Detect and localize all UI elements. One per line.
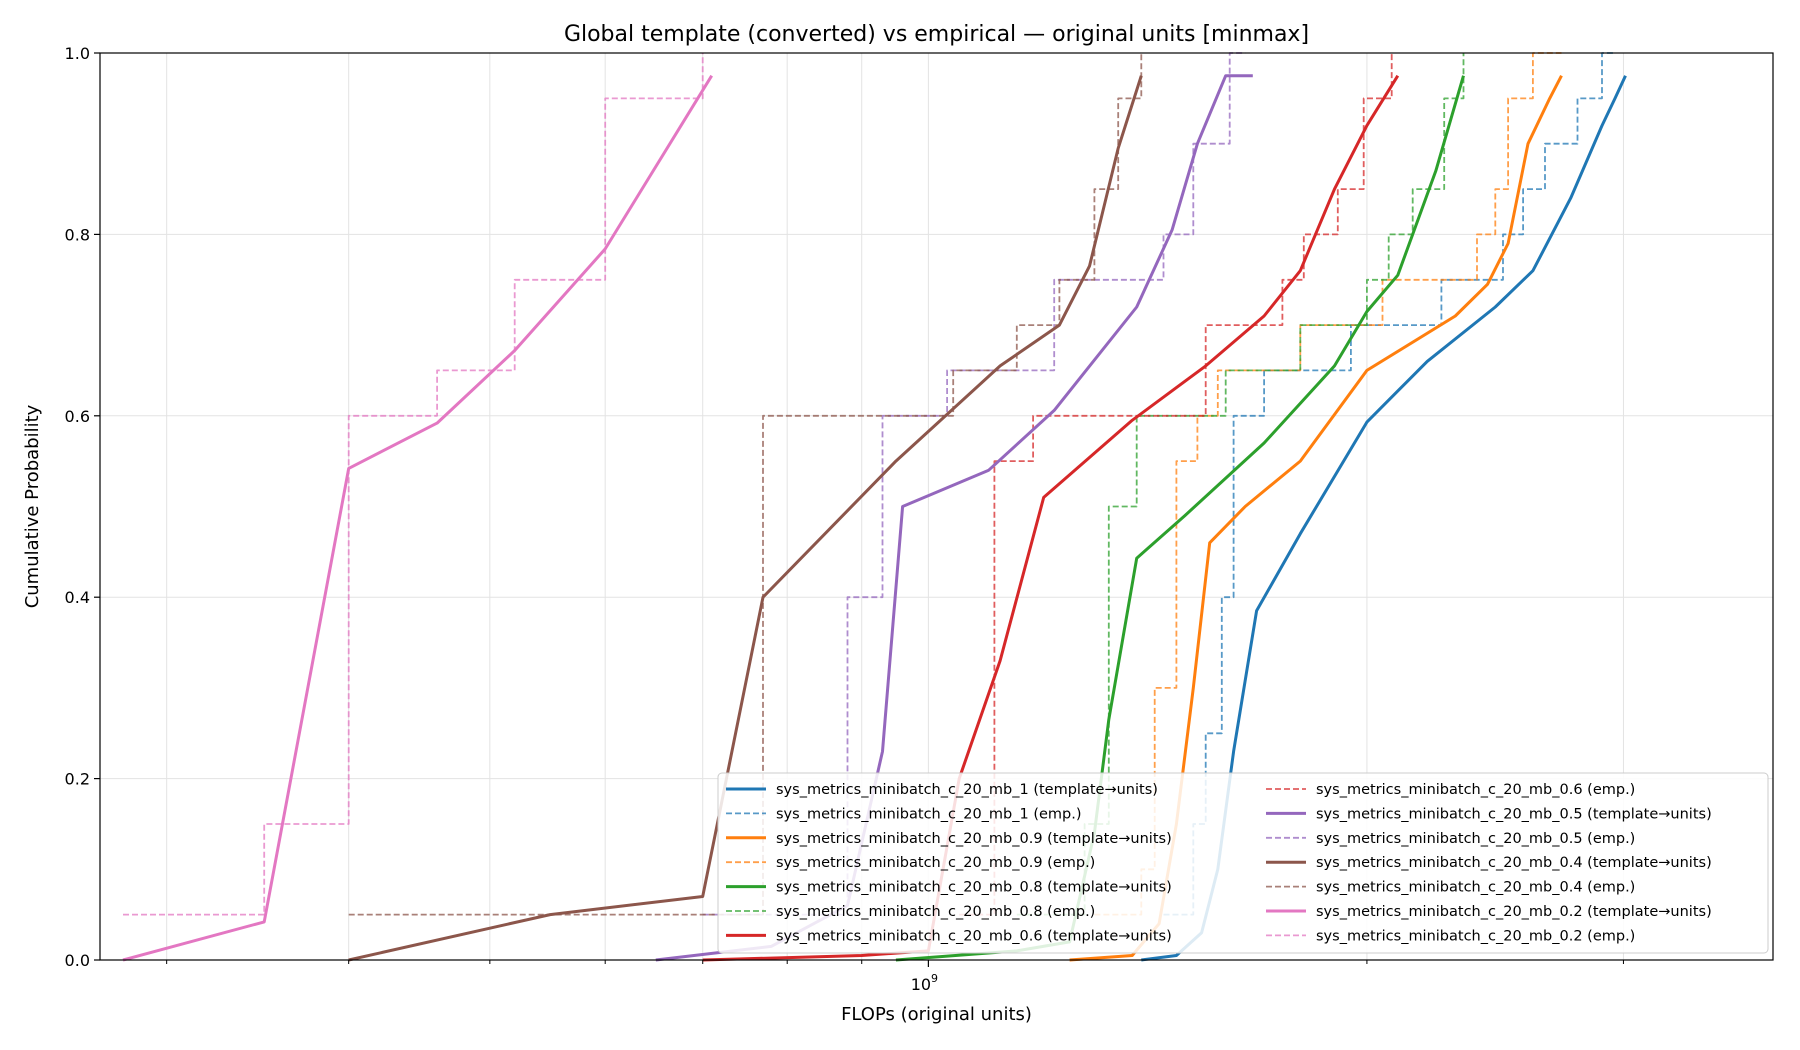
y-tick-label: 0.4 — [65, 588, 90, 607]
axis-ticks: 0.0 0.2 0.4 0.6 0.8 1.0 109 — [65, 44, 1624, 994]
legend-label-11: sys_metrics_minibatch_c_20_mb_0.4 (emp.) — [1316, 880, 1635, 896]
y-tick-label: 0.2 — [65, 770, 90, 789]
legend-label-5: sys_metrics_minibatch_c_20_mb_0.8 (emp.) — [776, 904, 1095, 920]
legend-box — [717, 772, 1769, 954]
x-axis-label: FLOPs (original units) — [841, 1004, 1032, 1025]
y-tick-label: 0.8 — [65, 225, 90, 244]
y-tick-label: 1.0 — [65, 44, 90, 63]
legend-label-7: sys_metrics_minibatch_c_20_mb_0.6 (emp.) — [1316, 782, 1635, 798]
series-line-3 — [1094, 52, 1562, 916]
legend-label-0: sys_metrics_minibatch_c_20_mb_1 (templat… — [776, 782, 1158, 798]
y-axis-label: Cumulative Probability — [22, 404, 43, 608]
y-tick-label: 0.0 — [65, 951, 90, 970]
series-line-7 — [959, 53, 1393, 916]
legend-label-13: sys_metrics_minibatch_c_20_mb_0.2 (emp.) — [1316, 928, 1635, 944]
series-line-13 — [123, 53, 704, 916]
legend-label-12: sys_metrics_minibatch_c_20_mb_0.2 (templ… — [1316, 904, 1712, 920]
legend-label-6: sys_metrics_minibatch_c_20_mb_0.6 (templ… — [776, 928, 1172, 944]
legend-label-4: sys_metrics_minibatch_c_20_mb_0.8 (templ… — [776, 880, 1172, 896]
x-tick-label: 109 — [911, 972, 938, 994]
chart-title: Global template (converted) vs empirical… — [564, 22, 1309, 47]
y-tick-label: 0.6 — [65, 407, 90, 426]
legend-label-1: sys_metrics_minibatch_c_20_mb_1 (emp.) — [776, 806, 1082, 822]
legend-label-2: sys_metrics_minibatch_c_20_mb_0.9 (templ… — [776, 831, 1172, 847]
legend-label-9: sys_metrics_minibatch_c_20_mb_0.5 (emp.) — [1316, 831, 1635, 847]
legend: sys_metrics_minibatch_c_20_mb_1 (templat… — [717, 772, 1769, 954]
series-line-9 — [702, 52, 1246, 916]
series-line-12 — [122, 74, 713, 962]
legend-label-3: sys_metrics_minibatch_c_20_mb_0.9 (emp.) — [776, 855, 1095, 871]
legend-label-8: sys_metrics_minibatch_c_20_mb_0.5 (templ… — [1316, 806, 1712, 822]
series-line-1 — [1163, 52, 1615, 916]
legend-label-10: sys_metrics_minibatch_c_20_mb_0.4 (templ… — [1316, 855, 1712, 871]
plot-frame — [99, 52, 1774, 961]
series-line-10 — [348, 75, 1143, 962]
